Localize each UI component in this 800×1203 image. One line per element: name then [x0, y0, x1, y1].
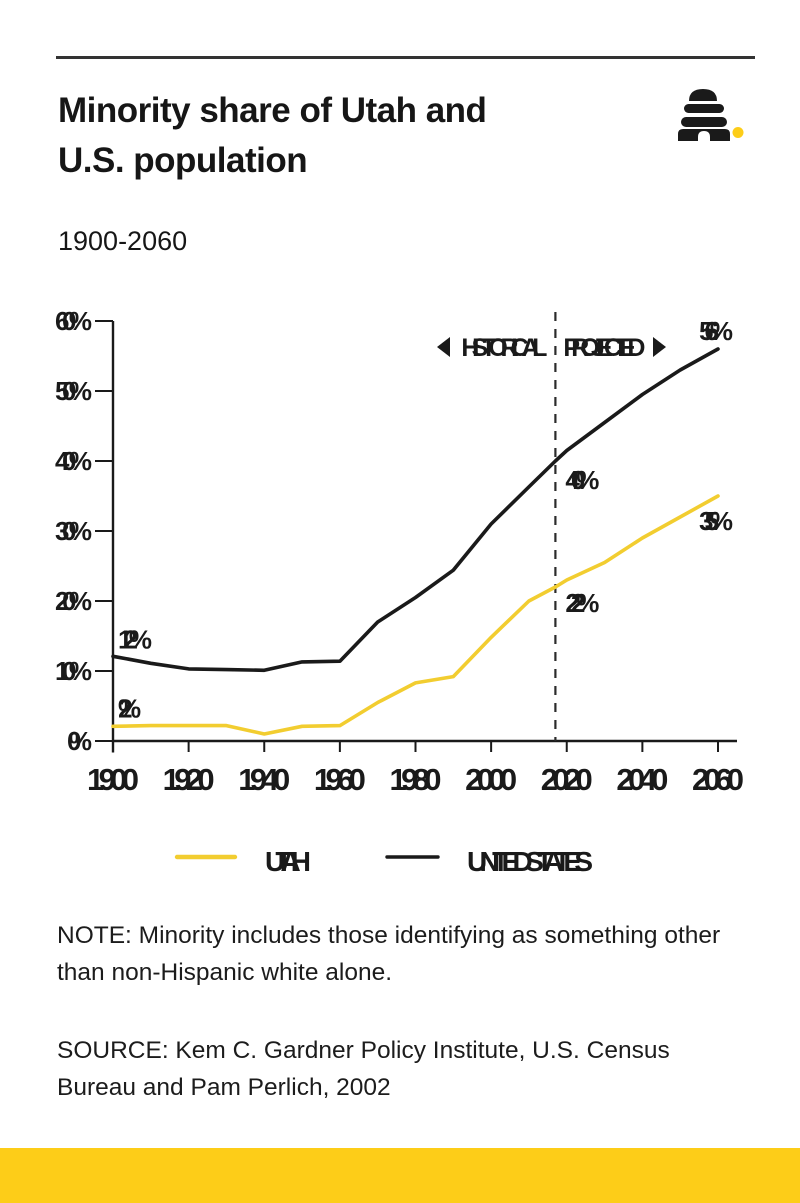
page-title: Minority share of Utah and U.S. populati…	[58, 86, 487, 186]
x-axis-tick-label: 2040	[616, 762, 668, 797]
beehive-band-3	[681, 117, 727, 127]
x-axis-tick-label: 1980	[390, 762, 442, 797]
value-annotation-35pct: 35%	[699, 506, 733, 536]
value-annotation-2pct: 2%	[118, 693, 141, 723]
note-line1: NOTE: Minority includes those identifyin…	[57, 922, 721, 949]
united-states-line	[111, 347, 720, 673]
chart-subtitle: 1900-2060	[58, 226, 188, 256]
header-rule	[56, 56, 755, 59]
beehive-dome	[689, 89, 717, 101]
beehive-logo-icon	[678, 89, 744, 141]
x-axis-tick-label: 1960	[314, 762, 366, 797]
legend-label-utah: UTAH	[265, 846, 311, 877]
chart-source: SOURCE: Kem C. Gardner Policy Institute,…	[57, 1032, 767, 1106]
value-annotation-56pct: 56%	[699, 316, 733, 346]
y-axis-tick-label: 50%	[55, 376, 92, 406]
beehive-base	[678, 129, 730, 141]
chart-note: NOTE: Minority includes those identifyin…	[57, 917, 767, 991]
y-axis-tick-label: 30%	[55, 516, 92, 546]
projected-right-arrow-icon	[653, 337, 666, 357]
historical-left-arrow-icon	[437, 337, 450, 357]
beehive-band-2	[684, 104, 724, 113]
y-axis-tick-label: 40%	[55, 446, 92, 476]
x-axis-tick-label: 1920	[163, 762, 215, 797]
y-axis-tick-label: 0%	[67, 726, 92, 756]
note-line2: than non-Hispanic white alone.	[57, 959, 393, 986]
population-line-chart: 0% 10% 20% 30% 40% 50% 60% 1900 1920 1940 1960 1980…	[55, 306, 744, 877]
historical-label: HISTORICAL	[461, 334, 547, 362]
beehive-dot	[732, 127, 744, 138]
x-axis-tick-label: 2060	[692, 762, 744, 797]
value-annotation-12pct: 12%	[118, 624, 152, 654]
page-title-line1: Minority share of Utah and	[58, 91, 487, 130]
source-line2: Bureau and Pam Perlich, 2002	[57, 1074, 391, 1101]
x-axis-tick-label: 1940	[238, 762, 290, 797]
x-axis-tick-label: 2000	[465, 762, 517, 797]
page-title-line2: U.S. population	[58, 141, 308, 180]
value-annotation-22pct: 22%	[565, 588, 599, 618]
chart-area: 0% 10% 20% 30% 40% 50% 60% 1900 1920 1940 1960 1980…	[0, 300, 800, 885]
legend-label-united-states: UNITED STATES	[467, 846, 593, 877]
utah-line	[111, 494, 720, 736]
footer-accent-bar	[0, 1148, 800, 1203]
y-axis-tick-label: 20%	[55, 586, 92, 616]
y-axis-tick-label: 10%	[55, 656, 92, 686]
source-line1: SOURCE: Kem C. Gardner Policy Institute,…	[57, 1037, 670, 1064]
x-axis-tick-label: 1900	[87, 762, 139, 797]
y-axis-tick-label: 60%	[55, 306, 92, 336]
x-axis-tick-label: 2020	[541, 762, 593, 797]
projected-label: PROJECTED	[563, 334, 645, 362]
value-annotation-40pct: 40%	[565, 465, 599, 495]
